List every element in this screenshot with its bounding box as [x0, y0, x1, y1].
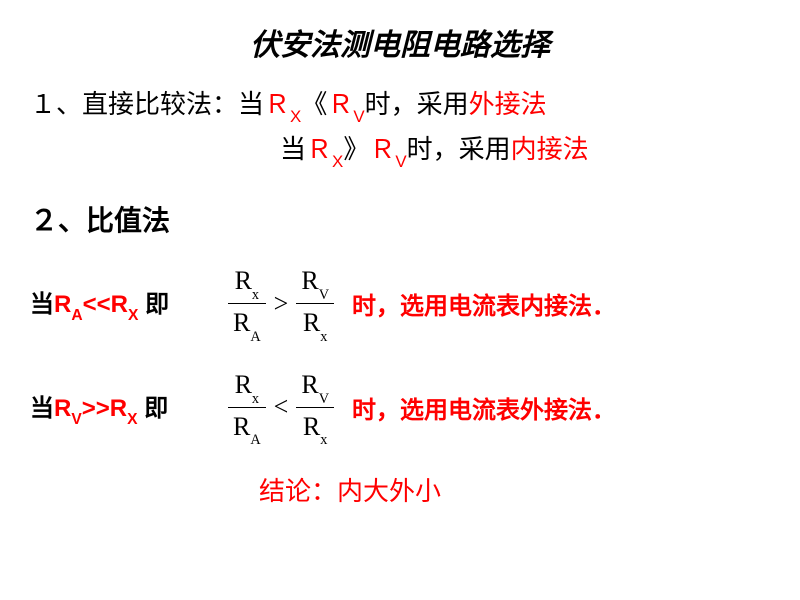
line1-mid: 时，采用 [365, 89, 469, 119]
ll-symbol: 《 [301, 89, 327, 119]
method2-text: 内接法 [511, 134, 589, 164]
result1: 时，选用电流表内接法． [352, 286, 616, 321]
conclusion: 结论：内大外小 [0, 471, 770, 508]
section2-title: ２、比值法 [30, 199, 770, 239]
condition1: 当RA<<RX 即 [30, 284, 210, 323]
rv-symbol2: ＲV [369, 134, 406, 164]
line1-prefix: １、直接比较法：当 [30, 89, 264, 119]
result2: 时，选用电流表外接法． [352, 390, 616, 425]
gg-symbol: 》 [343, 134, 369, 164]
condition2: 当RV>>RX 即 [30, 388, 210, 427]
page-title: 伏安法测电阻电路选择 [30, 20, 770, 64]
line2-prefix: 当 [280, 134, 306, 164]
formula-row-2: 当RV>>RX 即 Rx RA < RV Rx 时，选用电流表外接法． [30, 368, 770, 447]
line2-mid: 时，采用 [407, 134, 511, 164]
formula1: Rx RA > RV Rx [225, 264, 337, 343]
rx-symbol: ＲX [264, 89, 301, 119]
rx-symbol2: ＲX [306, 134, 343, 164]
formula2: Rx RA < RV Rx [225, 368, 337, 447]
method1-line1: １、直接比较法：当ＲX《ＲV时，采用外接法 [30, 84, 770, 124]
method1-text: 外接法 [469, 89, 547, 119]
method1-line2: 当ＲX》ＲV时，采用内接法 [280, 129, 770, 169]
rv-symbol: ＲV [327, 89, 364, 119]
formula-row-1: 当RA<<RX 即 Rx RA > RV Rx 时，选用电流表内接法． [30, 264, 770, 343]
